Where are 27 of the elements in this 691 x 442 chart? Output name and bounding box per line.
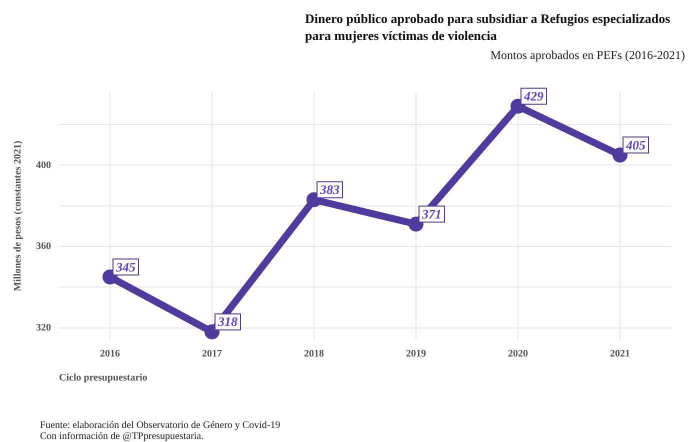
point [612, 148, 628, 163]
x-tick-label: 2017 [202, 348, 222, 360]
x-tick-label: 2019 [406, 348, 426, 360]
chart-title: Dinero público aprobado para subsidiar a Refugios especializados para mujeres víctimas de violencia [305, 10, 672, 44]
y-tick-label: 360 [36, 241, 51, 252]
point [510, 98, 526, 114]
data-label: 383 [319, 182, 340, 198]
data-label: 318 [217, 314, 238, 330]
x-axis-title: Ciclo presupuestario [59, 372, 148, 384]
y-tick-label: 320 [36, 322, 51, 334]
y-axis-title: Millones de pesos (constantes 2021) [12, 140, 24, 292]
data-label: 345 [115, 259, 136, 274]
text: Con información de @TPpresupuestaria. [40, 431, 205, 442]
source-note: Fuente: elaboración del Observatorio de Género y Covid-19 [40, 420, 280, 431]
x-tick-label: 2021 [610, 348, 630, 360]
point [408, 216, 424, 232]
x-tick-label: 2018 [304, 348, 324, 360]
point [306, 192, 322, 208]
data-label: 429 [523, 88, 544, 104]
data-label: 405 [625, 137, 646, 152]
y-tick-label: 400 [36, 160, 51, 171]
data-label: 371 [421, 206, 442, 222]
point [102, 269, 118, 284]
chart-subtitle: Montos aprobados en PEFs (2016-2021) [490, 48, 685, 63]
point [204, 324, 220, 340]
x-tick-label: 2016 [100, 348, 120, 360]
x-tick-label: 2020 [508, 348, 528, 360]
